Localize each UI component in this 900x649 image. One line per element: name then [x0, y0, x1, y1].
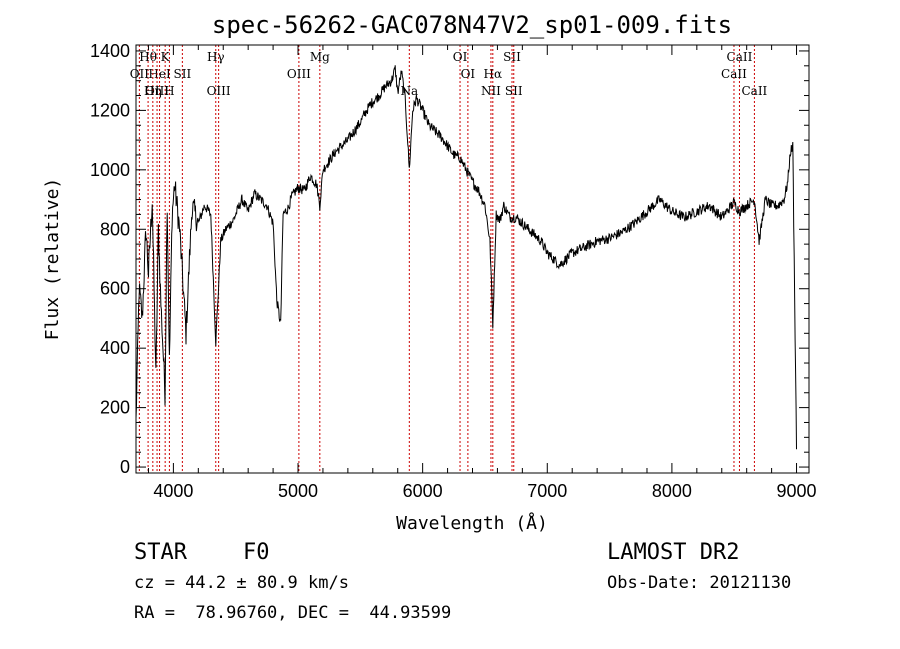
y-axis-label: Flux (relative) — [42, 178, 63, 341]
marker-label: OIII — [287, 67, 311, 81]
spectrum-line — [135, 65, 797, 450]
marker-label: CaII — [727, 50, 753, 64]
marker-label: OIII — [207, 84, 231, 98]
axes: 4000 5000 6000 7000 8000 9000 0 200 400 600 800 100… — [90, 41, 817, 501]
marker-label: K — [161, 50, 171, 64]
obs-date-text: Obs-Date: 20121130 — [607, 573, 792, 593]
marker-label: NII — [481, 84, 501, 98]
marker-label: OII — [130, 67, 150, 81]
marker-label: CaII — [721, 67, 747, 81]
chart-title: spec-56262-GAC078N47V2_sp01-009.fits — [212, 11, 732, 39]
marker-label: Hγ — [207, 50, 225, 64]
x-tick-label: 4000 — [153, 481, 193, 501]
y-tick-label: 1000 — [90, 160, 130, 180]
marker-label: Mg — [310, 50, 330, 64]
marker-label: Hη — [144, 84, 162, 98]
marker-label: SII — [503, 50, 521, 64]
plot-frame — [135, 44, 810, 474]
marker-label: OIII — [145, 84, 169, 98]
class-label: STAR — [134, 540, 187, 565]
marker-label: H — [164, 84, 174, 98]
marker-label: HeI — [148, 67, 171, 81]
spectrum-chart: spec-56262-GAC078N47V2_sp01-009.fits Hθ K… — [42, 11, 817, 534]
subclass-label: F0 — [243, 540, 270, 565]
marker-label: SII — [505, 84, 523, 98]
marker-label: OI — [461, 67, 476, 81]
x-tick-label: 6000 — [403, 481, 443, 501]
marker-label: Hθ — [139, 50, 157, 64]
x-axis-label: Wavelength (Å) — [396, 512, 548, 534]
y-tick-label: 600 — [100, 279, 130, 299]
marker-label: SII — [174, 67, 192, 81]
y-tick-label: 200 — [100, 398, 130, 418]
series-layer — [135, 65, 797, 450]
marker-label: CaII — [741, 84, 767, 98]
marker-label: OI — [453, 50, 468, 64]
coordinates-text: RA = 78.96760, DEC = 44.93599 — [134, 603, 452, 623]
x-tick-label: 8000 — [652, 481, 692, 501]
y-tick-label: 1200 — [90, 100, 130, 120]
redshift-text: cz = 44.2 ± 80.9 km/s — [134, 573, 349, 593]
x-tick-label: 5000 — [278, 481, 318, 501]
y-tick-label: 0 — [120, 457, 130, 477]
x-tick-label: 7000 — [527, 481, 567, 501]
survey-label: LAMOST DR2 — [607, 540, 740, 565]
y-tick-label: 1400 — [90, 41, 130, 61]
marker-label: Hα — [484, 67, 503, 81]
y-tick-label: 400 — [100, 338, 130, 358]
y-tick-label: 800 — [100, 219, 130, 239]
x-tick-label: 9000 — [777, 481, 817, 501]
